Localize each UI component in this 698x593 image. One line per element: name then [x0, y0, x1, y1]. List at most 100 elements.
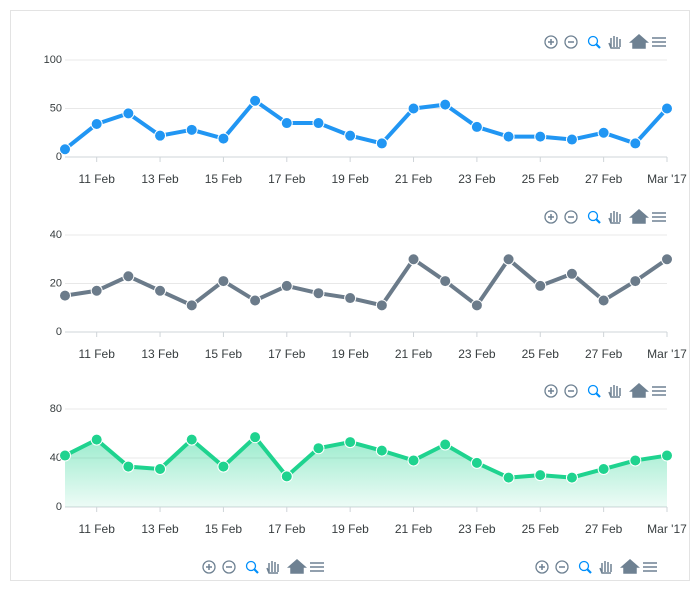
point	[375, 299, 388, 312]
y-tick-label: 40	[50, 229, 62, 241]
point	[439, 275, 452, 288]
x-tick-label: 27 Feb	[585, 347, 623, 361]
point	[249, 431, 262, 444]
x-tick-label: Mar '17	[647, 522, 687, 536]
point	[597, 126, 610, 139]
x-tick-label: 23 Feb	[458, 522, 496, 536]
x-tick-label: 25 Feb	[522, 347, 560, 361]
point	[344, 436, 357, 449]
x-tick-label: 27 Feb	[585, 522, 623, 536]
x-tick-label: 21 Feb	[395, 522, 433, 536]
x-tick-label: 17 Feb	[268, 522, 306, 536]
point	[407, 102, 420, 115]
point	[597, 294, 610, 307]
point	[90, 118, 103, 131]
y-tick-label: 20	[50, 277, 62, 289]
point	[502, 471, 515, 484]
point	[312, 287, 325, 300]
x-tick-label: 17 Feb	[268, 347, 306, 361]
y-tick-label: 0	[56, 326, 62, 338]
point	[470, 299, 483, 312]
x-tick-label: 11 Feb	[78, 347, 115, 361]
point	[185, 123, 198, 136]
point	[375, 444, 388, 457]
point	[597, 463, 610, 476]
area	[65, 437, 667, 507]
x-tick-label: 17 Feb	[268, 172, 306, 186]
x-tick-label: 25 Feb	[522, 172, 560, 186]
point	[629, 137, 642, 150]
x-tick-label: 11 Feb	[78, 522, 115, 536]
point	[122, 460, 135, 473]
point	[534, 469, 547, 482]
point	[90, 284, 103, 297]
point	[122, 107, 135, 120]
x-tick-label: 23 Feb	[458, 347, 496, 361]
point	[502, 253, 515, 266]
point	[59, 143, 71, 156]
y-tick-label: 50	[50, 102, 62, 114]
x-tick-label: 21 Feb	[395, 347, 433, 361]
point	[249, 294, 262, 307]
x-tick-label: 19 Feb	[331, 347, 369, 361]
point	[217, 275, 230, 288]
point	[661, 449, 673, 462]
point	[629, 454, 642, 467]
y-tick-label: 40	[50, 452, 62, 464]
point	[565, 267, 578, 280]
x-tick-label: 19 Feb	[331, 172, 369, 186]
y-tick-label: 80	[50, 403, 62, 415]
x-tick-label: Mar '17	[647, 172, 687, 186]
point	[59, 289, 71, 302]
point	[154, 463, 167, 476]
y-tick-label: 0	[56, 151, 62, 163]
point	[439, 98, 452, 111]
point	[661, 253, 673, 266]
x-tick-label: 11 Feb	[78, 172, 115, 186]
point	[565, 471, 578, 484]
point	[280, 470, 293, 483]
y-tick-label: 0	[56, 501, 62, 513]
point	[154, 129, 167, 142]
point	[407, 253, 420, 266]
point	[249, 94, 262, 107]
x-tick-label: 19 Feb	[331, 522, 369, 536]
point	[90, 433, 103, 446]
point	[502, 130, 515, 143]
x-tick-label: 27 Feb	[585, 172, 623, 186]
x-tick-label: 15 Feb	[205, 522, 243, 536]
point	[217, 460, 230, 473]
x-tick-label: 21 Feb	[395, 172, 433, 186]
x-tick-label: 23 Feb	[458, 172, 496, 186]
point	[534, 279, 547, 292]
point	[185, 299, 198, 312]
point	[407, 454, 420, 467]
point	[154, 284, 167, 297]
x-tick-label: 13 Feb	[141, 172, 179, 186]
point	[470, 120, 483, 133]
x-tick-label: 13 Feb	[141, 522, 179, 536]
point	[59, 449, 71, 462]
point	[185, 433, 198, 446]
x-tick-label: 15 Feb	[205, 172, 243, 186]
point	[565, 133, 578, 146]
x-tick-label: Mar '17	[647, 347, 687, 361]
point	[280, 279, 293, 292]
x-tick-label: 13 Feb	[141, 347, 179, 361]
point	[344, 292, 357, 305]
point	[344, 129, 357, 142]
point	[439, 438, 452, 451]
point	[470, 456, 483, 469]
point	[534, 130, 547, 143]
point	[217, 132, 230, 145]
point	[312, 442, 325, 455]
point	[629, 275, 642, 288]
x-tick-label: 15 Feb	[205, 347, 243, 361]
point	[661, 102, 673, 115]
x-tick-label: 25 Feb	[522, 522, 560, 536]
y-tick-label: 100	[44, 54, 62, 66]
point	[280, 117, 293, 130]
point	[122, 270, 135, 283]
point	[312, 117, 325, 130]
